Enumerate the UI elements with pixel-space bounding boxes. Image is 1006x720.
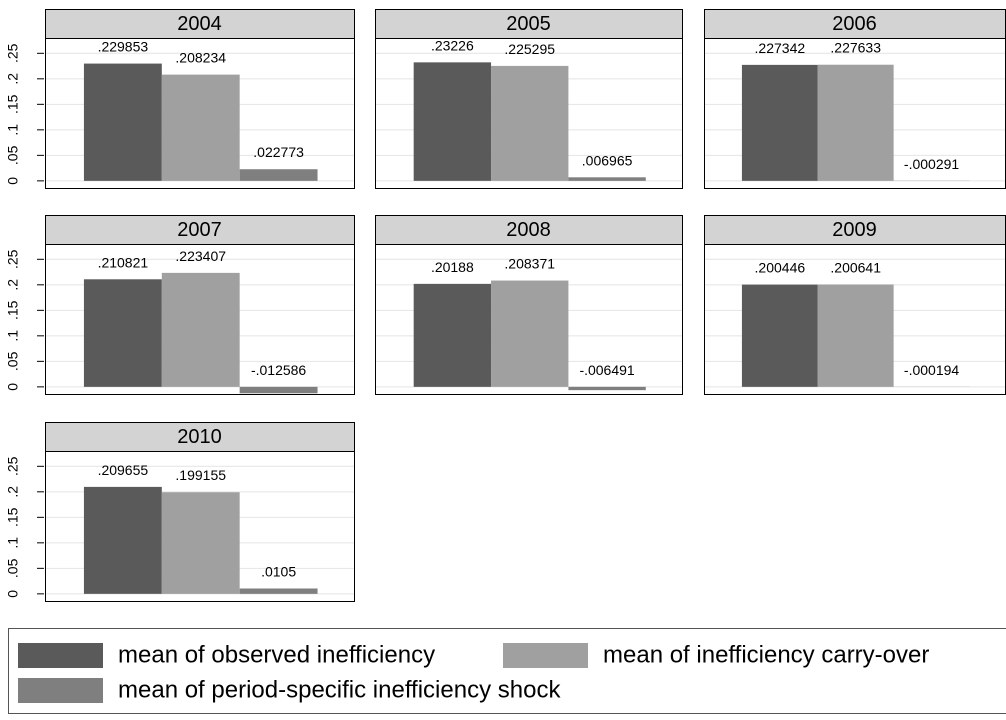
bar (742, 285, 818, 387)
y-tick-label: .05 (5, 558, 21, 578)
legend-swatch (503, 643, 588, 668)
bar (240, 169, 318, 181)
bar (818, 65, 894, 181)
y-tick-label: 0 (5, 177, 21, 185)
y-tick-label: .25 (5, 456, 21, 476)
value-label: -.000194 (904, 362, 959, 378)
facet-title: 2007 (177, 219, 222, 241)
y-tick-label: 0 (5, 383, 21, 391)
value-label: .227342 (755, 40, 806, 56)
y-tick-label: .2 (5, 73, 21, 85)
value-label: .208234 (175, 50, 226, 66)
bar (491, 281, 568, 387)
value-label: .0105 (261, 564, 296, 580)
bar (240, 387, 318, 393)
value-label: .227633 (830, 40, 881, 56)
facet-title: 2004 (177, 13, 222, 35)
legend-label: mean of inefficiency carry-over (603, 641, 929, 668)
y-tick-label: 0 (5, 590, 21, 598)
value-label: .199155 (175, 467, 226, 483)
bar (742, 65, 818, 181)
value-label: .200641 (830, 259, 881, 275)
bar (84, 279, 162, 387)
y-tick-label: .2 (5, 486, 21, 498)
bar (568, 177, 645, 181)
y-tick-label: .2 (5, 279, 21, 291)
y-tick-label: .1 (5, 330, 21, 342)
y-tick-label: .15 (5, 507, 21, 527)
bar (84, 487, 162, 594)
bar (414, 284, 491, 387)
bar (240, 589, 318, 594)
y-tick-label: .1 (5, 124, 21, 136)
y-tick-label: .15 (5, 94, 21, 114)
bar (818, 284, 894, 386)
value-label: .022773 (253, 144, 304, 160)
bar (162, 492, 240, 594)
legend-label: mean of period-specific inefficiency sho… (118, 676, 561, 703)
facet-title: 2006 (832, 13, 877, 35)
legend-swatch (18, 678, 103, 703)
value-label: .200446 (755, 260, 806, 276)
value-label: .223407 (175, 248, 226, 264)
facet-title: 2009 (832, 219, 877, 241)
bar (491, 66, 568, 181)
facet-title: 2005 (506, 13, 551, 35)
y-tick-label: .05 (5, 145, 21, 165)
value-label: .209655 (98, 462, 149, 478)
y-tick-label: .15 (5, 300, 21, 320)
y-tick-label: .25 (5, 249, 21, 269)
y-tick-label: .05 (5, 351, 21, 371)
value-label: .229853 (98, 39, 149, 55)
y-tick-label: .1 (5, 537, 21, 549)
bar (84, 64, 162, 181)
y-tick-label: .25 (5, 43, 21, 63)
value-label: -.000291 (904, 156, 959, 172)
value-label: .23226 (431, 37, 474, 53)
legend-label: mean of observed inefficiency (118, 641, 435, 668)
value-label: .225295 (504, 41, 555, 57)
facet-title: 2010 (177, 426, 222, 448)
value-label: .208371 (504, 256, 555, 272)
value-label: .210821 (98, 254, 149, 270)
bar (162, 273, 240, 387)
bar (414, 62, 491, 181)
value-label: -.012586 (251, 362, 306, 378)
bar (162, 75, 240, 181)
bar (568, 387, 645, 390)
facet-title: 2008 (506, 219, 551, 241)
legend-swatch (18, 643, 103, 668)
value-label: -.006491 (579, 362, 634, 378)
value-label: .20188 (431, 259, 474, 275)
value-label: .006965 (582, 152, 633, 168)
